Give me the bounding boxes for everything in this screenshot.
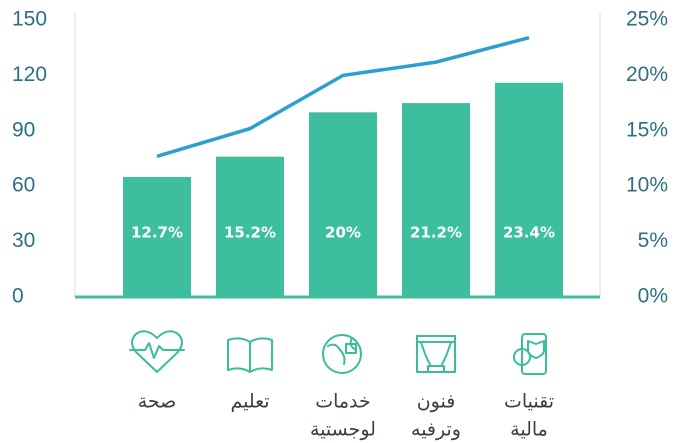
icon-fintech [513,333,547,375]
data-label: 20% [325,224,361,242]
data-label: 21.2% [410,224,462,242]
y-tick-label: 120 [12,63,47,86]
data-label: 12.7% [131,224,183,242]
bar [495,82,563,297]
bar [123,176,191,297]
y-tick-label: 0 [12,285,24,308]
bar [309,112,377,297]
data-label: 15.2% [224,224,276,242]
y-tick-label: 150 [12,8,47,31]
data-label: 23.4% [503,224,555,242]
x-tick-label: فنون [417,391,456,413]
line [156,36,530,158]
y2-tick-label: 20% [626,63,668,86]
y-tick-label: 60 [12,174,35,197]
x-tick-label: لوجستية [310,419,376,441]
y2-tick-label: 5% [638,229,668,252]
x-tick-label: تقنيات [504,391,554,413]
icon-logistics [322,334,362,374]
x-tick-label: وترفيه [411,419,461,441]
x-tick-label: مالية [510,419,548,441]
icon-arts [416,335,456,373]
y2-tick-label: 0% [638,285,668,308]
bar [216,156,284,297]
y2-tick-label: 10% [626,174,668,197]
icon-education [227,337,273,373]
y-tick-label: 90 [12,118,35,141]
icon-health [129,330,185,373]
y2-tick-label: 15% [626,118,668,141]
x-tick-label: تعليم [230,391,269,413]
x-tick-label: صحة [138,391,177,413]
y-tick-label: 30 [12,229,35,252]
x-tick-label: خدمات [315,391,371,413]
bar [402,103,470,297]
y2-tick-label: 25% [626,8,668,31]
